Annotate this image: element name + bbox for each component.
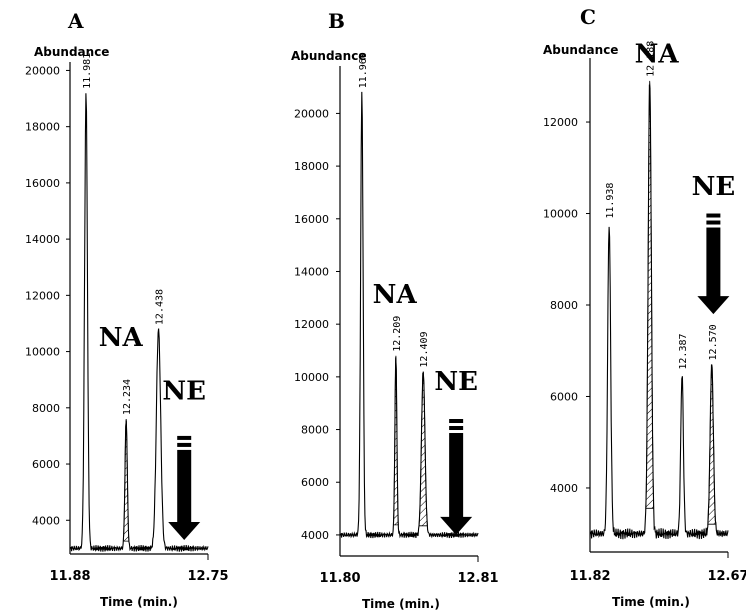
peak-label: 12.188	[646, 41, 657, 77]
peak-label: 12.438	[155, 289, 166, 325]
x-tick-label: 11.80	[319, 571, 360, 586]
ne-arrow	[168, 435, 201, 540]
y-axis-label-a: Abundance	[34, 45, 109, 59]
ne-arrow	[697, 213, 730, 315]
y-tick-label: 20000	[294, 107, 329, 120]
y-tick-label: 6000	[32, 458, 60, 471]
panel-letter-c: C	[580, 5, 596, 29]
y-tick-label: 18000	[294, 160, 329, 173]
peak-label: 12.409	[419, 331, 430, 367]
x-tick-label: 11.82	[569, 569, 610, 584]
panel-letter-b: B	[328, 9, 345, 33]
y-tick-label: 4000	[32, 514, 60, 527]
y-tick-label: 8000	[550, 299, 578, 312]
peak-area-hatched	[122, 419, 130, 542]
annotation-na: NA	[373, 280, 418, 310]
y-tick-label: 12000	[543, 116, 578, 129]
y-tick-label: 10000	[25, 346, 60, 359]
y-axis-label-b: Abundance	[291, 49, 366, 63]
y-tick-label: 4000	[301, 529, 329, 542]
peak-label: 12.234	[122, 379, 133, 415]
y-tick-label: 8000	[301, 424, 329, 437]
y-axis-label-c: Abundance	[543, 43, 618, 57]
panel-b: B Abundance Time (min.) 4000 6000 8000 1000…	[291, 9, 499, 611]
y-tick-label: 16000	[294, 213, 329, 226]
chromatogram-trace-a	[69, 93, 209, 553]
peak-label: 12.570	[708, 324, 719, 360]
annotation-na: NA	[635, 40, 680, 70]
y-tick-label: 16000	[25, 177, 60, 190]
annotation-na: NA	[99, 323, 144, 353]
y-tick-label: 6000	[301, 476, 329, 489]
y-tick-label: 6000	[550, 390, 578, 403]
y-tick-label: 14000	[294, 265, 329, 278]
plot-area-c: 4000 6000 8000 10000 12000 11.82 12.67 11.938 12…	[543, 40, 746, 584]
plot-area-a: 4000 6000 8000 10000 12000 14000 16000 18000 200…	[25, 53, 229, 584]
plot-area-b: 4000 6000 8000 10000 12000 14000 16000 18000 200…	[294, 52, 499, 586]
peak-area-hatched	[707, 364, 717, 525]
peak-label: 11.960	[358, 52, 369, 88]
x-tick-label: 11.88	[49, 569, 90, 584]
annotation-ne: NE	[162, 376, 206, 406]
x-axis-label-c: Time (min.)	[612, 595, 690, 609]
y-tick-label: 10000	[294, 371, 329, 384]
peak-label: 11.938	[605, 183, 616, 219]
peak-area-hatched	[393, 355, 399, 526]
y-tick-label: 12000	[294, 318, 329, 331]
ne-arrow	[440, 419, 473, 535]
panel-c: C Abundance Time (min.) 4000 6000 8000 1000…	[543, 5, 746, 609]
y-tick-label: 4000	[550, 482, 578, 495]
panel-a: A Abundance Time (min.) 4000 6000 8000 1000…	[25, 9, 229, 609]
peak-label: 11.981	[82, 53, 93, 89]
y-tick-label: 20000	[25, 64, 60, 77]
peak-label: 12.387	[678, 333, 689, 369]
x-axis-label-b: Time (min.)	[362, 597, 440, 611]
y-tick-label: 12000	[25, 289, 60, 302]
x-tick-label: 12.81	[457, 571, 498, 586]
x-tick-label: 12.75	[187, 569, 228, 584]
peak-area-hatched	[418, 371, 428, 527]
peak-area-hatched	[645, 80, 655, 509]
y-tick-label: 8000	[32, 402, 60, 415]
x-tick-label: 12.67	[707, 569, 746, 584]
y-tick-label: 18000	[25, 121, 60, 134]
x-axis-label-a: Time (min.)	[100, 595, 178, 609]
annotation-ne: NE	[434, 367, 478, 397]
chromatogram-trace-c	[589, 84, 729, 540]
chromatogram-trace-b	[339, 91, 479, 539]
panel-letter-a: A	[67, 9, 84, 33]
y-tick-label: 14000	[25, 233, 60, 246]
y-tick-label: 10000	[543, 208, 578, 221]
annotation-ne: NE	[692, 172, 736, 202]
peak-label: 12.209	[392, 316, 403, 352]
